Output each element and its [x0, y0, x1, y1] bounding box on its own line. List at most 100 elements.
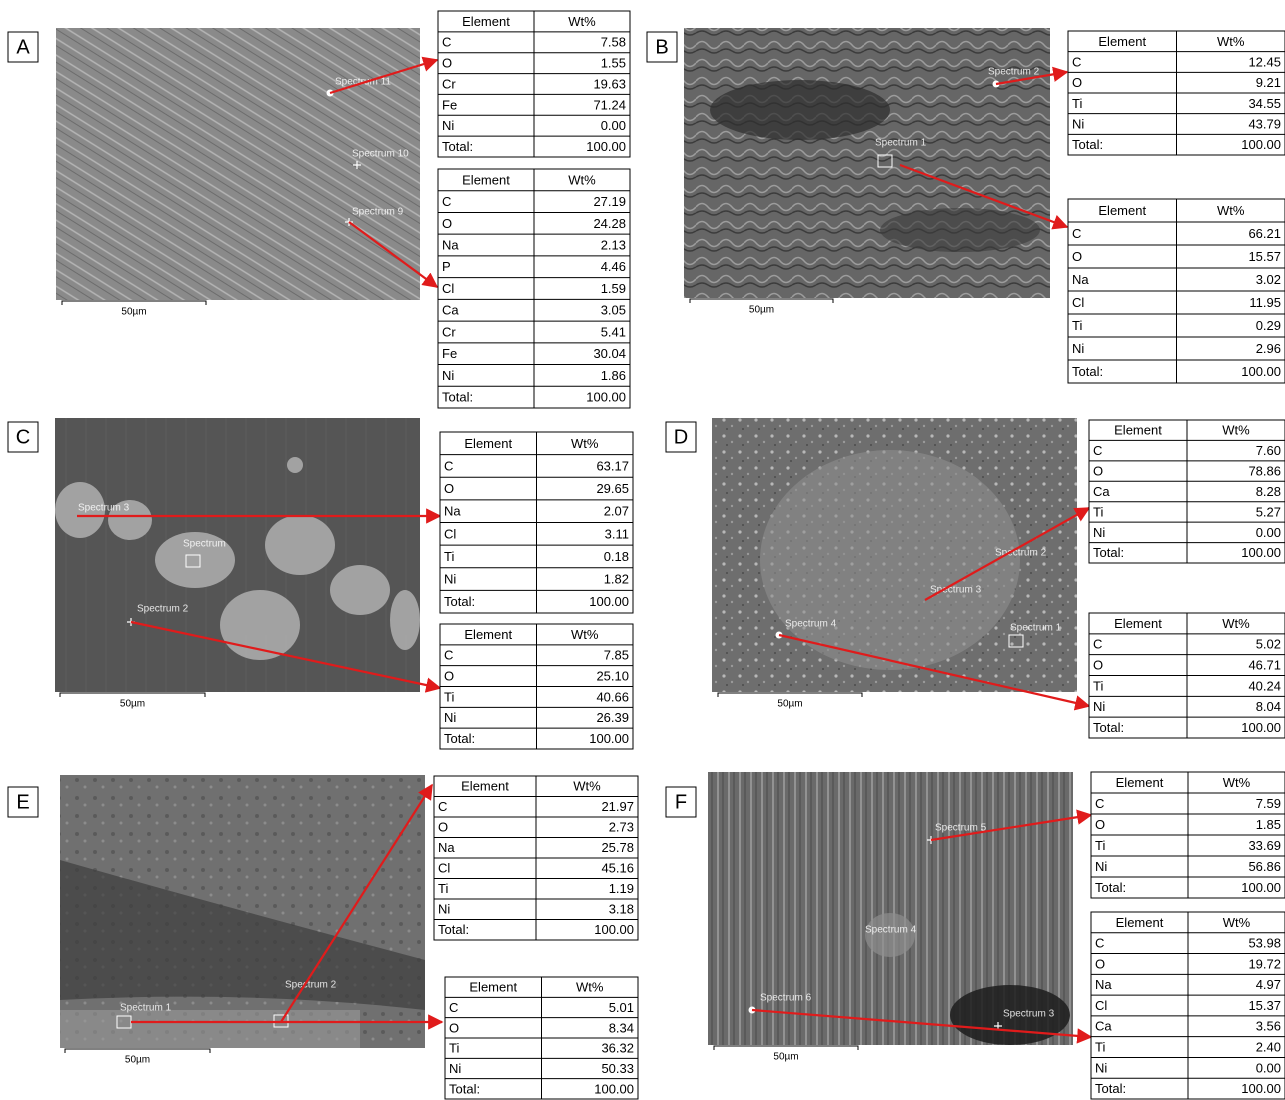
value-cell: 1.82 [604, 572, 629, 587]
spectrum-label: Spectrum 3 [78, 503, 130, 514]
spectrum-label: Spectrum 10 [352, 149, 409, 160]
table-header: Element [462, 172, 510, 187]
element-cell: Cl [442, 281, 454, 296]
element-cell: Ni [1095, 859, 1107, 874]
value-cell: 25.10 [596, 669, 629, 684]
value-cell: 7.60 [1256, 443, 1281, 458]
texture [60, 1010, 360, 1048]
scale-bar [718, 693, 862, 697]
table-header: Wt% [573, 779, 601, 794]
element-cell: Ni [1093, 699, 1105, 714]
spectrum-label: Spectrum 4 [865, 925, 917, 936]
value-cell: 66.21 [1248, 226, 1281, 241]
value-cell: 0.00 [601, 118, 626, 133]
value-cell: 33.69 [1248, 838, 1281, 853]
value-cell: 56.86 [1248, 859, 1281, 874]
panel-label: F [675, 791, 687, 813]
value-cell: 43.79 [1248, 116, 1281, 131]
element-cell: Na [438, 840, 455, 855]
scale-label: 50µm [749, 305, 774, 316]
element-cell: Ni [1093, 525, 1105, 540]
element-cell: C [1072, 226, 1081, 241]
spectrum-label: Spectrum 1 [120, 1003, 172, 1014]
spectrum-label: Spectrum 2 [285, 980, 337, 991]
scale-bar [60, 693, 205, 697]
value-cell: 53.98 [1248, 936, 1281, 951]
value-cell: 12.45 [1248, 54, 1281, 69]
value-cell: 36.32 [601, 1041, 634, 1056]
table-header: Wt% [571, 436, 599, 451]
element-cell: Ti [1072, 318, 1082, 333]
spectrum-label: Spectrum 2 [988, 67, 1040, 78]
value-cell: 0.00 [1256, 525, 1281, 540]
element-cell: O [1072, 249, 1082, 264]
spectrum-label: Spectrum 1 [875, 138, 927, 149]
value-cell: 100.00 [589, 594, 629, 609]
scale-label: 50µm [773, 1052, 798, 1063]
value-cell: 3.56 [1256, 1019, 1281, 1034]
value-cell: 0.00 [1256, 1060, 1281, 1075]
scale-bar [714, 1046, 858, 1050]
element-cell: Fe [442, 346, 457, 361]
texture [880, 208, 1040, 252]
table-header: Wt% [1222, 616, 1250, 631]
element-cell: Ti [438, 881, 448, 896]
value-cell: 2.73 [609, 820, 634, 835]
element-cell: Ni [1072, 341, 1084, 356]
table-header: Element [464, 627, 512, 642]
value-cell: 45.16 [601, 861, 634, 876]
element-cell: Cl [1072, 295, 1084, 310]
panel-label: B [655, 36, 668, 58]
element-cell: O [1093, 658, 1103, 673]
value-cell: 5.02 [1256, 637, 1281, 652]
panel-label: A [16, 36, 30, 58]
page: {"panels": [ {"label": "A", "scale": "50… [0, 0, 1285, 1100]
element-cell: Ni [1095, 1060, 1107, 1075]
value-cell: 0.29 [1256, 318, 1281, 333]
element-cell: Total: [1095, 880, 1126, 895]
value-cell: 4.46 [601, 259, 626, 274]
element-cell: Ti [1072, 96, 1082, 111]
value-cell: 100.00 [1241, 880, 1281, 895]
value-cell: 100.00 [1241, 720, 1281, 735]
element-cell: Ca [1095, 1019, 1112, 1034]
scale-label: 50µm [121, 307, 146, 318]
element-cell: C [438, 799, 447, 814]
table-header: Wt% [1222, 423, 1250, 438]
value-cell: 3.05 [601, 303, 626, 318]
scale-label: 50µm [125, 1055, 150, 1066]
value-cell: 100.00 [1241, 364, 1281, 379]
scale-bar [65, 1049, 210, 1053]
value-cell: 71.24 [593, 97, 626, 112]
eds-table: ElementWt%C5.02O46.71Ti40.24Ni8.04Total:… [1089, 613, 1285, 738]
element-cell: Ti [1095, 1039, 1105, 1054]
element-cell: Ni [442, 118, 454, 133]
element-cell: Na [1072, 272, 1089, 287]
element-cell: Ti [449, 1041, 459, 1056]
element-cell: Total: [442, 139, 473, 154]
texture [760, 450, 1020, 670]
eds-table: ElementWt%C5.01O8.34Ti36.32Ni50.33Total:… [445, 977, 638, 1099]
value-cell: 1.19 [609, 881, 634, 896]
table-header: Wt% [1223, 775, 1251, 790]
element-cell: Total: [438, 922, 469, 937]
element-cell: O [438, 820, 448, 835]
table-header: Element [1098, 34, 1146, 49]
value-cell: 100.00 [594, 1081, 634, 1096]
element-cell: C [444, 648, 453, 663]
panel-label: E [16, 791, 29, 813]
element-cell: Ni [442, 368, 454, 383]
table-header: Wt% [1217, 34, 1245, 49]
element-cell: O [1095, 817, 1105, 832]
scale-bar [690, 299, 833, 303]
table-header: Wt% [568, 172, 596, 187]
value-cell: 2.13 [601, 237, 626, 252]
value-cell: 0.18 [604, 549, 629, 564]
value-cell: 8.04 [1256, 699, 1281, 714]
element-cell: Total: [1093, 545, 1124, 560]
table-header: Element [464, 436, 512, 451]
value-cell: 26.39 [596, 710, 629, 725]
value-cell: 15.37 [1248, 998, 1281, 1013]
value-cell: 19.72 [1248, 956, 1281, 971]
